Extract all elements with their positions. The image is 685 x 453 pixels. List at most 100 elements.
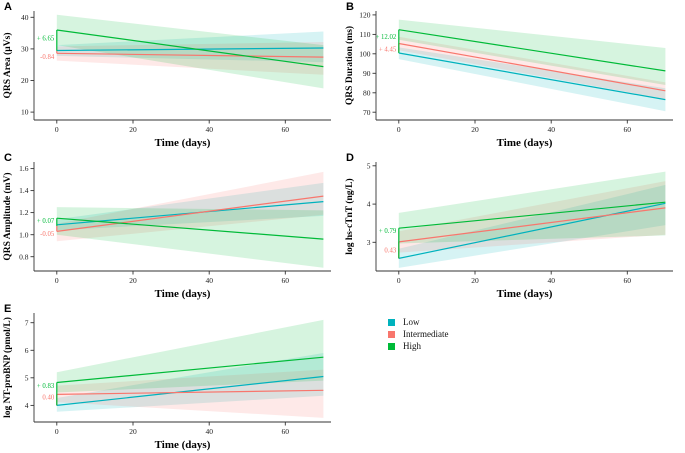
legend-label-high: High [403,341,421,351]
trend-line-high [56,217,324,240]
ci-ribbon-high [398,19,666,86]
x-tick-label: 0 [55,276,59,285]
annotation: + 0.07 [37,218,55,225]
y-tick-label: 1.0 [19,230,29,239]
trend-line-low [398,52,666,101]
ci-ribbon-high [56,14,324,89]
chart-svg-A: 10 20 30 40 0 20 40 60 + 6.65 -0.84 Time (days) QRS… [2,11,331,149]
y-axis-title: QRS Duration (ms) [344,26,355,105]
ci-ribbon-intermediate [56,369,324,418]
x-tick-label: 20 [129,427,137,436]
panel-letter-c: C [4,152,12,164]
legend-cell: Low Intermediate High [342,302,685,453]
x-tick-label: 40 [205,276,213,285]
x-tick-label: 60 [282,276,290,285]
trend-line-low [56,47,324,52]
x-tick-label: 40 [547,125,555,134]
legend-item-low: Low [388,318,448,327]
x-axis-title: Time (days) [497,288,553,300]
trend-line-high [56,356,324,384]
x-axis-title: Time (days) [497,137,553,149]
panel-letter-d: D [346,152,354,164]
y-tick-label: 100 [359,49,371,58]
panel-letter-a: A [4,1,12,13]
y-tick-label: 1.4 [19,186,29,195]
x-tick-label: 0 [397,276,401,285]
x-tick-label: 60 [282,427,290,436]
annotation: -0.05 [40,231,55,238]
ci-ribbon-high [398,171,666,244]
legend-swatch-high [388,343,395,350]
y-axis-title: log NT-proBNP (pmol/L) [2,317,13,418]
y-tick-label: 30 [21,45,29,54]
chart-svg-B: 70 80 90 100 110 120 0 20 40 60 + 12.02 + 4.45 Time … [344,11,673,149]
panel-E: E 4 5 6 7 0 20 40 60 + 0.83 0.40 Time (days) log NT… [0,302,342,453]
ci-ribbon-high [56,207,324,268]
y-tick-label: 7 [25,318,29,327]
x-tick-label: 0 [55,125,59,134]
y-tick-label: 5 [25,373,29,382]
y-tick-label: 4 [367,200,371,209]
trend-line-intermediate [398,207,666,243]
y-tick-label: 120 [359,11,371,20]
panel-A: A 10 20 30 40 0 20 40 60 + 6.65 -0.84 Time (days) Q… [0,0,342,151]
x-tick-label: 0 [55,427,59,436]
y-tick-label: 3 [367,238,371,247]
y-tick-label: 5 [367,161,371,170]
annotation: + 6.65 [37,36,55,43]
annotation: 0.43 [384,247,396,254]
ci-ribbon-low [398,47,666,112]
y-tick-label: 4 [25,401,29,410]
panel-letter-e: E [4,303,12,315]
x-tick-label: 60 [282,125,290,134]
y-tick-label: 6 [25,346,29,355]
panel-C: C 0.8 1.0 1.2 1.4 1.6 0 20 40 60 + 0.07 -0.05 Time … [0,151,342,302]
chart-log-hs-ctnt: 3 4 5 0 20 40 60 + 0.79 0.43 Time (days) log hs-cT… [344,154,679,301]
y-tick-label: 90 [363,69,371,78]
trend-line-intermediate [398,42,666,92]
annotation: -0.84 [40,54,55,61]
legend-swatch-intermediate [388,331,395,338]
x-tick-label: 40 [547,276,555,285]
panel-B: B 70 80 90 100 110 120 0 20 40 60 + 12.02 + 4.45 Tim… [342,0,685,151]
trend-line-high [398,29,666,72]
x-tick-label: 60 [624,276,632,285]
ci-ribbon-intermediate [398,181,666,253]
legend-swatch-low [388,319,395,326]
panel-D: D 3 4 5 0 20 40 60 + 0.79 0.43 Time (days) log hs-… [342,151,685,302]
annotation: + 0.83 [37,383,55,390]
trend-line-high [398,201,666,229]
y-axis-title: log hs-cTnT (ng/L) [344,178,355,254]
legend: Low Intermediate High [388,318,448,351]
chart-svg-C: 0.8 1.0 1.2 1.4 1.6 0 20 40 60 + 0.07 -0.05 Time (d… [2,162,331,300]
chart-svg-E: 4 5 6 7 0 20 40 60 + 0.83 0.40 Time (days) log NT-p… [2,313,331,451]
x-tick-label: 20 [471,125,479,134]
y-tick-label: 70 [363,108,371,117]
trend-line-high [56,29,324,68]
trend-line-intermediate [56,195,324,232]
chart-qrs-area: 10 20 30 40 0 20 40 60 + 6.65 -0.84 Time (days) QRS… [2,3,337,150]
annotation: + 12.02 [375,34,396,41]
y-axis-title: QRS Area (µVs) [2,33,13,99]
legend-label-low: Low [403,317,420,327]
x-tick-label: 60 [624,125,632,134]
x-tick-label: 20 [471,276,479,285]
chart-svg-D: 3 4 5 0 20 40 60 + 0.79 0.43 Time (days) log hs-cT… [344,161,673,300]
x-tick-label: 20 [129,125,137,134]
ci-ribbon-low [398,184,666,268]
x-tick-label: 0 [397,125,401,134]
y-tick-label: 1.2 [19,208,29,217]
x-axis-title: Time (days) [155,137,211,149]
x-tick-label: 20 [129,276,137,285]
trend-line-low [398,202,666,259]
annotation: + 0.79 [379,228,397,235]
trend-line-intermediate [56,52,324,58]
y-tick-label: 0.8 [19,252,29,261]
chart-log-nt-probnp: 4 5 6 7 0 20 40 60 + 0.83 0.40 Time (days) log NT-p… [2,305,337,452]
trend-line-low [56,375,324,406]
ci-ribbon-low [56,353,324,412]
legend-label-intermediate: Intermediate [403,329,449,339]
x-axis-title: Time (days) [155,439,211,451]
trend-line-intermediate [56,389,324,395]
y-tick-label: 1.6 [19,164,29,173]
